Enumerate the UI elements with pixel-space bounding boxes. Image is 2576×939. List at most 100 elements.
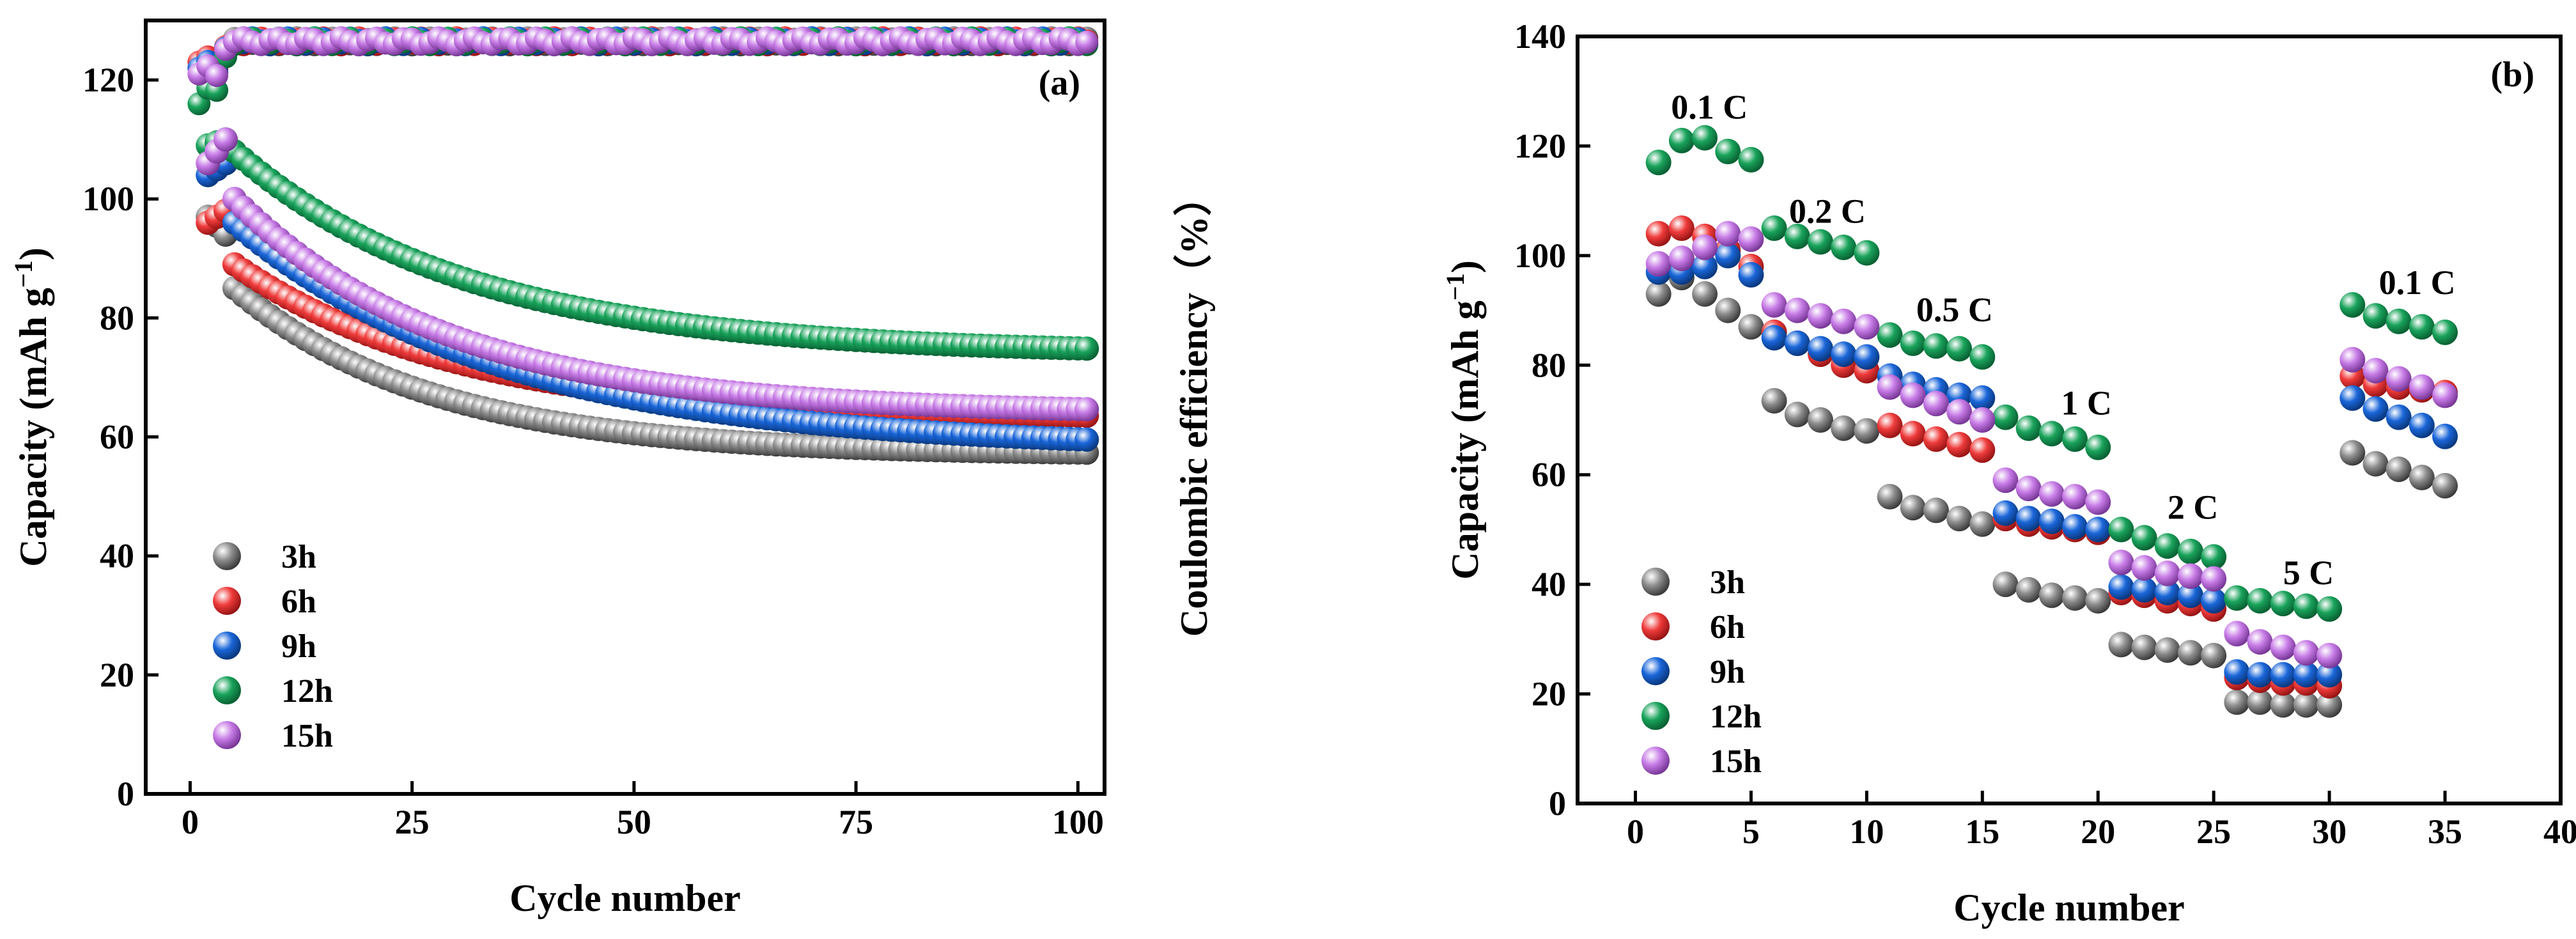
panel-b-point-3h xyxy=(1969,511,1996,537)
panel-b-point-3h xyxy=(1645,281,1672,307)
panel-b-point-12h xyxy=(2409,314,2435,340)
panel-b-point-3h xyxy=(1923,497,1949,524)
legend-marker-9h xyxy=(213,632,241,660)
panel-b-point-3h xyxy=(1738,314,1764,340)
rate-label-5-c: 5 C xyxy=(2283,554,2334,592)
panel-a-y-tick-label: 60 xyxy=(100,418,134,456)
panel-b-capacity-points xyxy=(1645,125,2458,718)
panel-b-point-15h xyxy=(1692,235,1718,260)
panel-b-point-12h xyxy=(2015,415,2042,441)
panel-b-rate-labels: 0.1 C 0.2 C 0.5 C 1 C 2 C 5 C 0.1 C xyxy=(1671,88,2455,593)
panel-b-point-15h xyxy=(1761,292,1787,318)
rate-label-0-2-c: 0.2 C xyxy=(1789,192,1866,230)
panel-b-point-15h xyxy=(2316,642,2343,669)
panel-b-point-12h xyxy=(2339,292,2366,318)
panel-b-point-9h xyxy=(1992,500,2019,526)
panel-b-x-tick-label: 30 xyxy=(2312,812,2347,851)
panel-b-point-15h xyxy=(2062,484,2088,509)
panel-b-point-12h xyxy=(1969,344,1996,370)
panel-b-point-9h xyxy=(1715,242,1741,268)
panel-a-y-tick-label: 20 xyxy=(100,656,134,694)
panel-b-point-9h xyxy=(2062,514,2088,540)
panel-b-point-9h xyxy=(2270,662,2296,688)
panel-b-point-15h xyxy=(1854,314,1880,340)
panel-b-point-12h xyxy=(2293,593,2319,619)
panel-b-point-12h xyxy=(2062,426,2088,452)
panel-b-point-3h xyxy=(2363,451,2389,477)
panel-b-point-12h xyxy=(1854,240,1880,266)
panel-b-point-12h xyxy=(2363,303,2389,329)
panel-b-y-tick-label: 140 xyxy=(1514,17,1566,56)
panel-b-x-tick-label: 20 xyxy=(2081,812,2115,851)
panel-b-x-tick-label: 40 xyxy=(2543,812,2576,851)
rate-label-0-5-c: 0.5 C xyxy=(1916,291,1993,329)
panel-b-point-15h xyxy=(2339,346,2366,373)
panel-a-x-tick-label: 0 xyxy=(182,803,199,841)
panel-a-coulombic-efficiency-points xyxy=(187,26,1099,116)
panel-b-point-12h xyxy=(2432,319,2458,345)
panel-b-point-6h xyxy=(1946,431,1973,458)
panel-b-point-15h xyxy=(2131,555,2157,581)
panel-b-point-9h xyxy=(1969,385,1996,411)
panel-b-x-tick-label: 35 xyxy=(2428,812,2462,851)
legend-marker-3h xyxy=(1641,568,1670,596)
panel-a-legend: 3h 6h 9h 12h 15h xyxy=(213,539,333,754)
panel-b-point-12h xyxy=(1692,125,1718,151)
panel-b-point-9h xyxy=(1831,341,1857,368)
panel-b-point-3h xyxy=(1946,506,1973,532)
panel-b-point-3h xyxy=(2201,642,2227,669)
panel-b-point-3h xyxy=(1784,401,1810,428)
panel-b-point-3h xyxy=(2316,692,2343,718)
panel-b-point-9h xyxy=(2085,516,2111,543)
panel-b-point-3h xyxy=(1877,484,1903,509)
panel-b-point-15h xyxy=(1900,382,1926,408)
legend-marker-6h xyxy=(1641,612,1670,640)
panel-b-point-12h xyxy=(2270,591,2296,617)
panel-b-point-3h xyxy=(1900,495,1926,521)
panel-b-point-3h xyxy=(2432,472,2458,499)
panel-b-point-12h xyxy=(2224,585,2250,611)
panel-b-point-12h xyxy=(2386,308,2412,334)
panel-b-point-9h xyxy=(2224,659,2250,685)
panel-b-point-9h xyxy=(2177,582,2203,609)
panel-b-point-12h xyxy=(2201,544,2227,570)
panel-b-y-axis-title: Capacity (mAh g−1) xyxy=(1441,260,1487,579)
panel-b-point-3h xyxy=(2154,637,2180,663)
legend-label-9h: 9h xyxy=(281,628,316,665)
legend-label-6h: 6h xyxy=(281,584,316,620)
panel-b-point-9h xyxy=(2316,662,2343,688)
panel-b-point-12h xyxy=(1761,215,1787,241)
panel-b-point-15h xyxy=(2293,640,2319,666)
legend-marker-12h xyxy=(1641,702,1670,730)
panel-b-point-9h xyxy=(2363,396,2389,422)
legend-marker-9h xyxy=(1641,657,1670,685)
rate-label-0-1-c: 0.1 C xyxy=(1671,88,1748,127)
panel-b-frame xyxy=(1576,35,2563,805)
panel-a: 0 25 50 75 100 0 20 40 60 80 100 120 (a) Cycle numb… xyxy=(9,19,1215,919)
panel-b-point-6h xyxy=(1668,215,1695,241)
panel-b-point-12h xyxy=(2085,434,2111,460)
panel-b-x-tick-label: 0 xyxy=(1627,812,1644,851)
panel-b-point-6h xyxy=(1900,421,1926,447)
panel-b-x-axis-title: Cycle number xyxy=(1953,887,2185,929)
panel-b-point-12h xyxy=(2316,596,2343,622)
panel-b-point-3h xyxy=(2339,440,2366,466)
panel-b-point-15h xyxy=(1831,308,1857,334)
panel-b-point-3h xyxy=(2062,585,2088,611)
panel-b-point-15h xyxy=(1992,467,2019,493)
panel-a-y-tick-label: 100 xyxy=(82,180,134,218)
panel-b-point-6h xyxy=(1923,426,1949,452)
panel-a-ce-point-15h xyxy=(205,64,229,88)
panel-a-x-axis-title: Cycle number xyxy=(509,877,741,919)
panel-b-point-9h xyxy=(2432,423,2458,449)
rate-label-1-c: 1 C xyxy=(2061,384,2112,422)
panel-b-axes: 0 5 10 15 20 25 30 35 40 0 20 40 60 80 100 120 140 xyxy=(1514,17,2576,851)
panel-b-point-12h xyxy=(1992,404,2019,430)
panel-a-frame xyxy=(144,19,1106,796)
panel-b-point-9h xyxy=(1761,325,1787,351)
panel-b-point-9h xyxy=(1784,330,1810,356)
panel-a-point-15h xyxy=(213,127,238,152)
panel-b-point-6h xyxy=(1969,437,1996,463)
panel-b-point-9h xyxy=(1738,261,1764,288)
panel-b-point-15h xyxy=(1923,391,1949,417)
